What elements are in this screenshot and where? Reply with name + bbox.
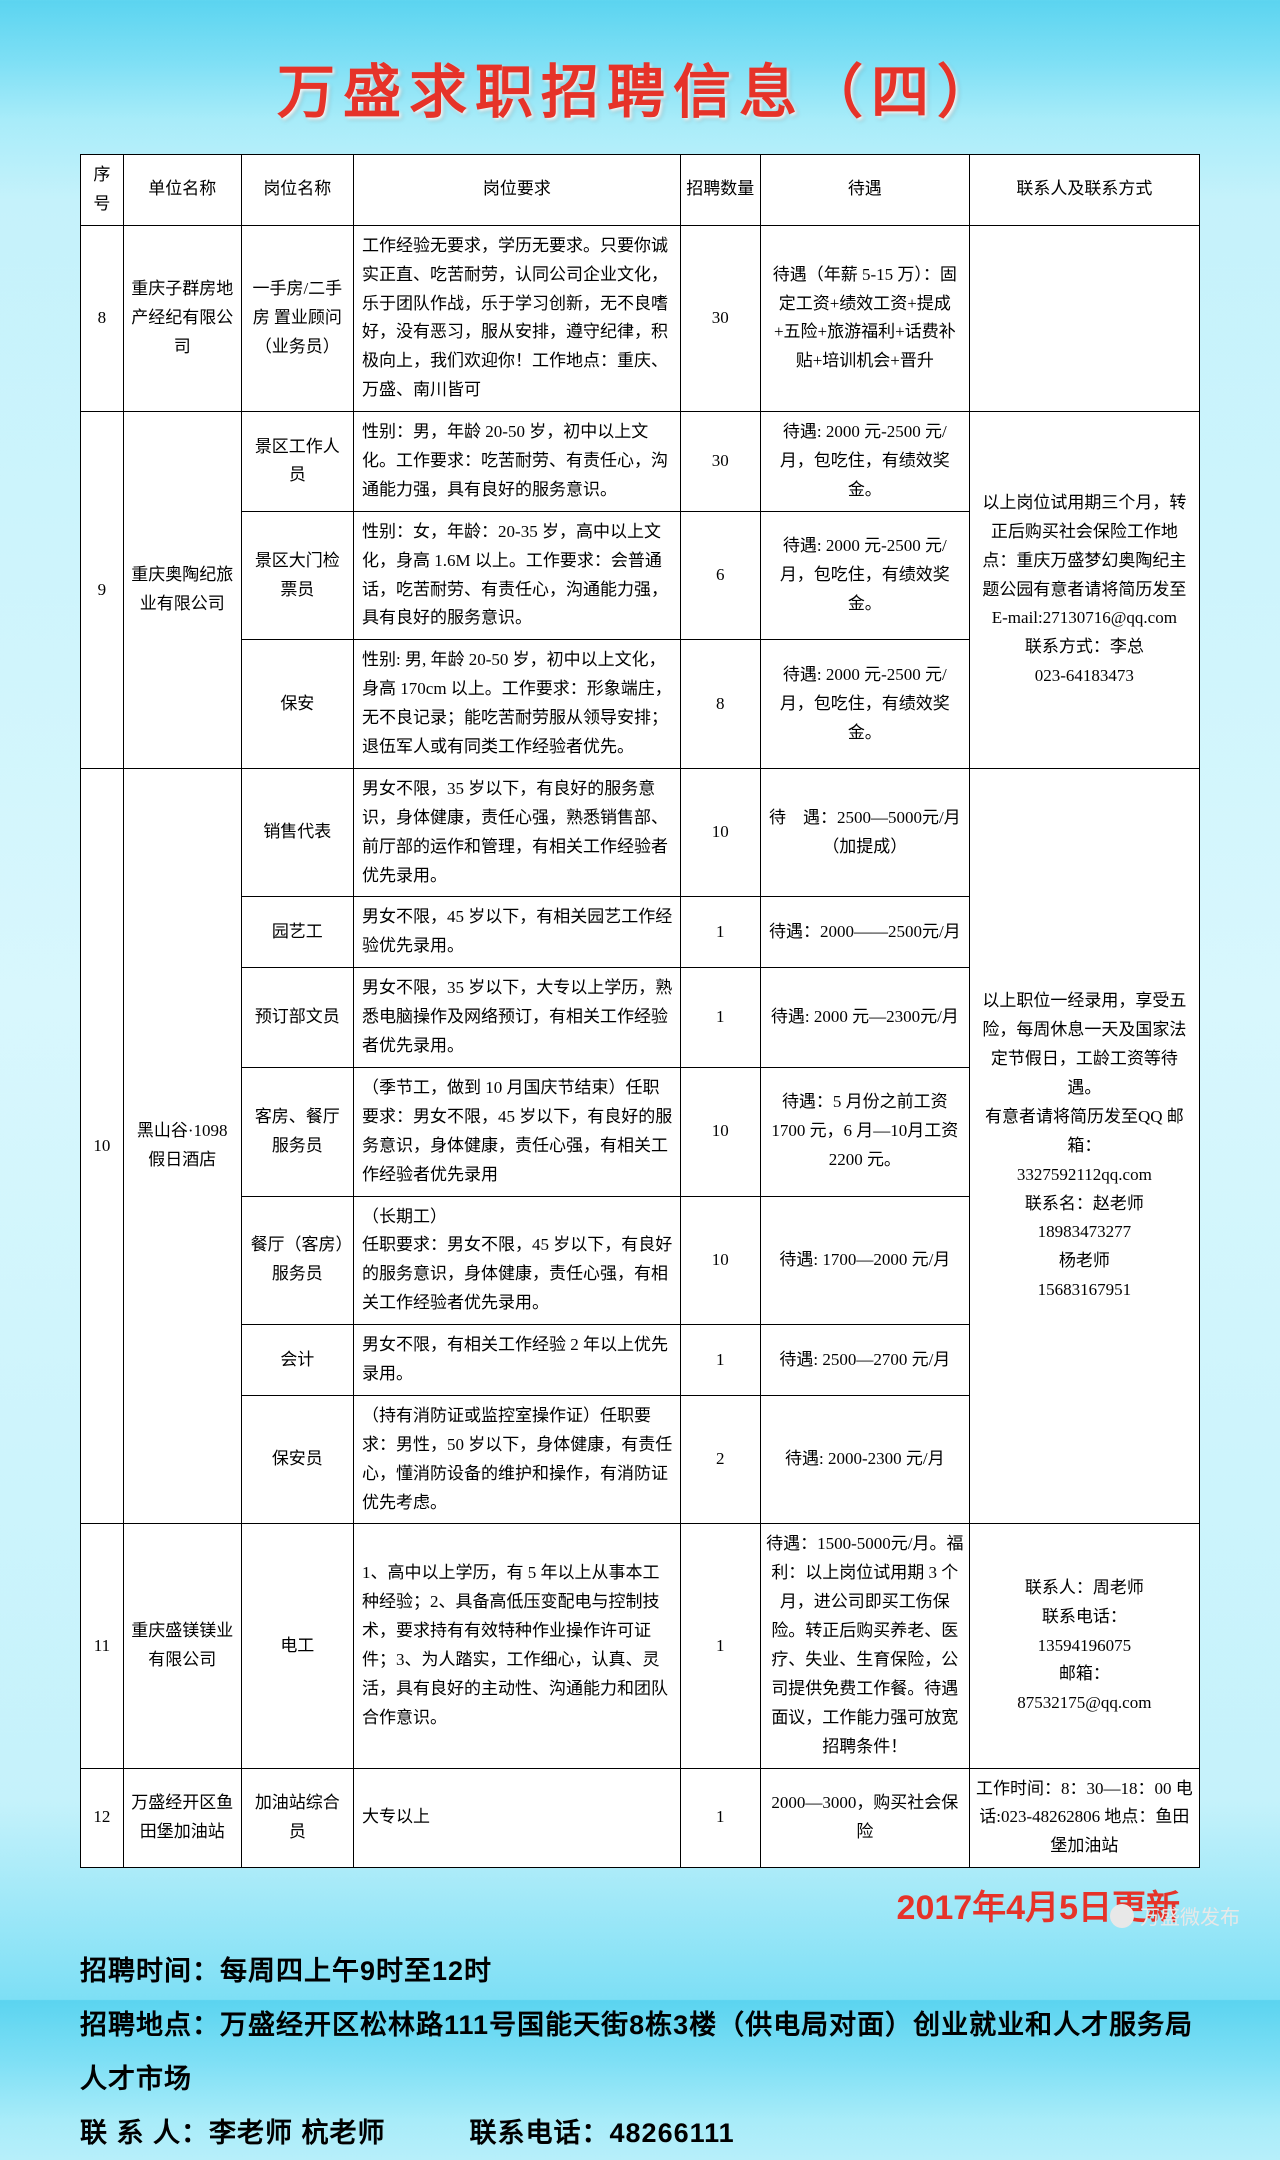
table-cell: 以上职位一经录用，享受五险，每周休息一天及国家法定节假日，工龄工资等待遇。 有意… (969, 768, 1199, 1523)
table-cell: 10 (680, 768, 760, 897)
table-cell: 待遇: 2000 元-2500 元/月，包吃住，有绩效奖金。 (760, 412, 969, 512)
col-company: 单位名称 (123, 155, 241, 226)
col-req: 岗位要求 (354, 155, 681, 226)
job-table-container: 序号 单位名称 岗位名称 岗位要求 招聘数量 待遇 联系人及联系方式 8重庆子群… (80, 154, 1200, 1868)
table-cell: 预订部文员 (241, 968, 353, 1068)
table-row: 12万盛经开区鱼田堡加油站加油站综合员大专以上12000—3000，购买社会保险… (81, 1768, 1200, 1868)
table-cell (969, 225, 1199, 411)
footer-time: 招聘时间：每周四上午9时至12时 (80, 1944, 1200, 1998)
table-cell: 联系人：周老师 联系电话： 13594196075 邮箱： 87532175@q… (969, 1524, 1199, 1768)
table-cell: 万盛经开区鱼田堡加油站 (123, 1768, 241, 1868)
table-cell: 1 (680, 968, 760, 1068)
footer-info: 招聘时间：每周四上午9时至12时 招聘地点：万盛经开区松林路111号国能天街8栋… (80, 1944, 1200, 2160)
table-cell: 景区工作人员 (241, 412, 353, 512)
col-qty: 招聘数量 (680, 155, 760, 226)
footer-addr: 招聘地点：万盛经开区松林路111号国能天街8栋3楼（供电局对面）创业就业和人才服… (80, 1998, 1200, 2106)
table-cell: 销售代表 (241, 768, 353, 897)
table-cell: 餐厅（客房）服务员 (241, 1196, 353, 1325)
watermark: 万盛微发布 (1110, 1901, 1240, 1930)
table-cell: 待遇: 2000 元—2300元/月 (760, 968, 969, 1068)
table-cell: 重庆奥陶纪旅业有限公司 (123, 412, 241, 769)
table-cell: 待遇：2000——2500元/月 (760, 897, 969, 968)
table-cell: 11 (81, 1524, 124, 1768)
table-cell: 景区大门检票员 (241, 511, 353, 640)
table-cell: 1 (680, 897, 760, 968)
table-cell: （长期工） 任职要求：男女不限，45 岁以下，有良好的服务意识，身体健康，责任心… (354, 1196, 681, 1325)
table-cell: 30 (680, 225, 760, 411)
page-title: 万盛求职招聘信息（四） (0, 0, 1280, 154)
table-row: 8重庆子群房地产经纪有限公司一手房/二手房 置业顾问（业务员）工作经验无要求，学… (81, 225, 1200, 411)
table-cell: 黑山谷·1098 假日酒店 (123, 768, 241, 1523)
table-cell: 男女不限，35 岁以下，有良好的服务意识，身体健康，责任心强，熟悉销售部、前厅部… (354, 768, 681, 897)
table-cell: 待遇：1500-5000元/月。福利：以上岗位试用期 3 个月，进公司即买工伤保… (760, 1524, 969, 1768)
table-cell: 待遇（年薪 5-15 万）：固定工资+绩效工资+提成+五险+旅游福利+话费补贴+… (760, 225, 969, 411)
table-cell: 工作经验无要求，学历无要求。只要你诚实正直、吃苦耐劳，认同公司企业文化，乐于团队… (354, 225, 681, 411)
table-cell: 工作时间：8：30—18：00 电话:023-48262806 地点：鱼田堡加油… (969, 1768, 1199, 1868)
col-salary: 待遇 (760, 155, 969, 226)
table-cell: 10 (81, 768, 124, 1523)
table-cell: 性别：女，年龄：20-35 岁，高中以上文化，身高 1.6M 以上。工作要求：会… (354, 511, 681, 640)
table-cell: （持有消防证或监控室操作证）任职要求：男性，50 岁以下，身体健康，有责任心，懂… (354, 1395, 681, 1524)
table-cell: 保安 (241, 640, 353, 769)
table-header-row: 序号 单位名称 岗位名称 岗位要求 招聘数量 待遇 联系人及联系方式 (81, 155, 1200, 226)
col-no: 序号 (81, 155, 124, 226)
table-cell: 待遇: 2500—2700 元/月 (760, 1325, 969, 1396)
table-cell: 男女不限，有相关工作经验 2 年以上优先录用。 (354, 1325, 681, 1396)
table-cell: 10 (680, 1067, 760, 1196)
table-cell: 重庆盛镁镁业有限公司 (123, 1524, 241, 1768)
table-cell: 6 (680, 511, 760, 640)
table-cell: 9 (81, 412, 124, 769)
update-date: 2017年4月5日更新 (80, 1880, 1200, 1929)
table-cell: 待 遇：2500—5000元/月（加提成） (760, 768, 969, 897)
table-cell: 待遇: 2000 元-2500 元/月，包吃住，有绩效奖金。 (760, 511, 969, 640)
table-cell: 2 (680, 1395, 760, 1524)
wechat-icon (1110, 1904, 1134, 1928)
table-cell: 重庆子群房地产经纪有限公司 (123, 225, 241, 411)
table-cell: 1 (680, 1524, 760, 1768)
table-cell: 客房、餐厅服务员 (241, 1067, 353, 1196)
table-cell: 待遇：5 月份之前工资 1700 元，6 月—10月工资 2200 元。 (760, 1067, 969, 1196)
table-cell: 一手房/二手房 置业顾问（业务员） (241, 225, 353, 411)
table-cell: 1、高中以上学历，有 5 年以上从事本工种经验；2、具备高低压变配电与控制技术，… (354, 1524, 681, 1768)
table-cell: （季节工，做到 10 月国庆节结束）任职要求：男女不限，45 岁以下，有良好的服… (354, 1067, 681, 1196)
table-cell: 性别: 男, 年龄 20-50 岁，初中以上文化，身高 170cm 以上。工作要… (354, 640, 681, 769)
table-cell: 大专以上 (354, 1768, 681, 1868)
job-table: 序号 单位名称 岗位名称 岗位要求 招聘数量 待遇 联系人及联系方式 8重庆子群… (80, 154, 1200, 1868)
table-cell: 1 (680, 1768, 760, 1868)
table-cell: 园艺工 (241, 897, 353, 968)
table-cell: 男女不限，45 岁以下，有相关园艺工作经验优先录用。 (354, 897, 681, 968)
table-cell: 8 (81, 225, 124, 411)
col-position: 岗位名称 (241, 155, 353, 226)
table-cell: 会计 (241, 1325, 353, 1396)
table-cell: 30 (680, 412, 760, 512)
table-cell: 男女不限，35 岁以下，大专以上学历，熟悉电脑操作及网络预订，有相关工作经验者优… (354, 968, 681, 1068)
table-row: 10黑山谷·1098 假日酒店销售代表男女不限，35 岁以下，有良好的服务意识，… (81, 768, 1200, 897)
table-cell: 10 (680, 1196, 760, 1325)
table-cell: 待遇: 1700—2000 元/月 (760, 1196, 969, 1325)
table-cell: 2000—3000，购买社会保险 (760, 1768, 969, 1868)
table-cell: 保安员 (241, 1395, 353, 1524)
footer-contact: 联 系 人：李老师 杭老师 联系电话：48266111 (80, 2106, 1200, 2160)
col-contact: 联系人及联系方式 (969, 155, 1199, 226)
table-row: 9重庆奥陶纪旅业有限公司景区工作人员性别：男，年龄 20-50 岁，初中以上文化… (81, 412, 1200, 512)
table-cell: 1 (680, 1325, 760, 1396)
table-cell: 电工 (241, 1524, 353, 1768)
table-cell: 以上岗位试用期三个月，转正后购买社会保险工作地点：重庆万盛梦幻奥陶纪主题公园有意… (969, 412, 1199, 769)
table-cell: 待遇: 2000 元-2500 元/月，包吃住，有绩效奖金。 (760, 640, 969, 769)
table-row: 11重庆盛镁镁业有限公司电工1、高中以上学历，有 5 年以上从事本工种经验；2、… (81, 1524, 1200, 1768)
table-cell: 待遇: 2000-2300 元/月 (760, 1395, 969, 1524)
table-cell: 8 (680, 640, 760, 769)
table-cell: 加油站综合员 (241, 1768, 353, 1868)
table-cell: 12 (81, 1768, 124, 1868)
table-cell: 性别：男，年龄 20-50 岁，初中以上文化。工作要求：吃苦耐劳、有责任心，沟通… (354, 412, 681, 512)
